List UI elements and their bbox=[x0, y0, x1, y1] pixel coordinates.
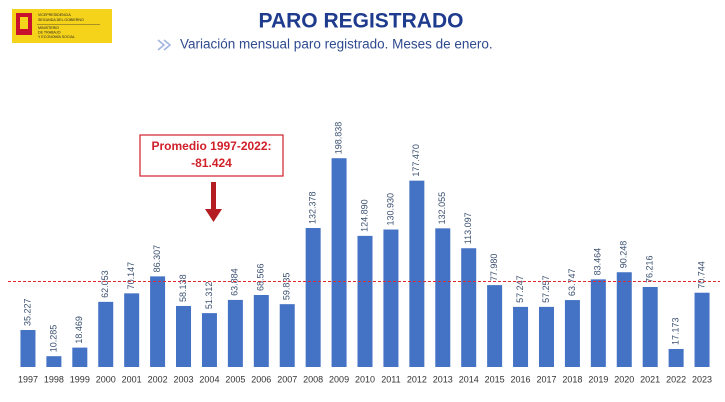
x-tick-label: 2002 bbox=[148, 374, 168, 384]
bar bbox=[357, 235, 373, 367]
bar bbox=[409, 180, 425, 367]
x-tick-label: 1998 bbox=[44, 374, 64, 384]
logo: VICEPRESIDENCIA SEGUNDA DEL GOBIERNO MIN… bbox=[12, 9, 112, 43]
value-label: 57.257 bbox=[541, 275, 551, 303]
annotation-arrow bbox=[205, 182, 222, 222]
logo-text: Y ECONOMÍA SOCIAL bbox=[38, 35, 75, 39]
x-tick-label: 2020 bbox=[614, 374, 634, 384]
x-tick-label: 2003 bbox=[174, 374, 194, 384]
annotation-text: -81.424 bbox=[191, 156, 232, 170]
value-label: 198.838 bbox=[333, 122, 343, 155]
logo-emblem-inner bbox=[20, 17, 28, 29]
value-label: 90.248 bbox=[619, 241, 629, 269]
value-label: 18.469 bbox=[74, 316, 84, 344]
x-tick-label: 2018 bbox=[562, 374, 582, 384]
bar bbox=[513, 306, 529, 367]
logo-text: SEGUNDA DEL GOBIERNO bbox=[38, 18, 84, 22]
bar bbox=[279, 304, 295, 367]
bar bbox=[564, 300, 580, 367]
bar bbox=[176, 305, 192, 367]
value-label: 57.247 bbox=[515, 275, 525, 303]
annotation-box bbox=[139, 134, 284, 177]
subtitle-chevron bbox=[157, 39, 172, 51]
value-label: 132.055 bbox=[437, 192, 447, 225]
x-tick-label: 2010 bbox=[355, 374, 375, 384]
x-tick-label: 2007 bbox=[277, 374, 297, 384]
value-label: 68.566 bbox=[256, 263, 266, 291]
value-label: 35.227 bbox=[22, 298, 32, 326]
annotation-text: Promedio 1997-2022: bbox=[151, 139, 271, 153]
bar bbox=[487, 285, 503, 367]
bar bbox=[642, 286, 658, 367]
value-label: 177.470 bbox=[411, 144, 421, 177]
x-tick-label: 2014 bbox=[459, 374, 479, 384]
x-tick-label: 2000 bbox=[96, 374, 116, 384]
bar bbox=[383, 229, 399, 367]
bar bbox=[124, 293, 140, 367]
chart-title: PARO REGISTRADO bbox=[259, 10, 464, 33]
x-tick-label: 2009 bbox=[329, 374, 349, 384]
x-tick-label: 2015 bbox=[485, 374, 505, 384]
x-tick-label: 2012 bbox=[407, 374, 427, 384]
chart-subtitle: Variación mensual paro registrado. Meses… bbox=[180, 37, 493, 52]
bar bbox=[98, 301, 114, 367]
value-label: 63.884 bbox=[230, 268, 240, 296]
value-label: 132.378 bbox=[308, 191, 318, 224]
bar bbox=[435, 228, 451, 367]
bar bbox=[616, 272, 632, 367]
bar bbox=[150, 276, 166, 367]
value-label: 70.147 bbox=[126, 262, 136, 290]
bar bbox=[590, 279, 606, 367]
logo-text: MINISTERIO bbox=[38, 26, 59, 30]
value-label: 10.285 bbox=[48, 325, 58, 353]
x-tick-label: 2004 bbox=[199, 374, 219, 384]
x-tick-label: 2006 bbox=[251, 374, 271, 384]
value-label: 113.097 bbox=[463, 212, 473, 244]
value-label: 58.138 bbox=[178, 274, 188, 302]
bar bbox=[694, 292, 710, 367]
value-label: 51.312 bbox=[204, 282, 214, 310]
x-tick-label: 2001 bbox=[122, 374, 142, 384]
value-label: 77.980 bbox=[489, 254, 499, 282]
x-tick-label: 2016 bbox=[511, 374, 531, 384]
x-tick-label: 2023 bbox=[692, 374, 712, 384]
bar bbox=[538, 306, 554, 367]
x-tick-label: 1997 bbox=[18, 374, 38, 384]
x-tick-label: 1999 bbox=[70, 374, 90, 384]
x-tick-label: 2005 bbox=[225, 374, 245, 384]
bar bbox=[201, 313, 217, 367]
logo-text: VICEPRESIDENCIA bbox=[38, 13, 71, 17]
value-label: 17.173 bbox=[670, 317, 680, 345]
x-tick-label: 2017 bbox=[536, 374, 556, 384]
bar bbox=[331, 158, 347, 367]
bar bbox=[253, 295, 269, 367]
bar bbox=[20, 330, 36, 367]
x-tick-label: 2013 bbox=[433, 374, 453, 384]
bar bbox=[305, 228, 321, 367]
value-label: 70.744 bbox=[696, 261, 706, 289]
value-label: 124.890 bbox=[359, 199, 369, 232]
value-label: 59.835 bbox=[282, 273, 292, 301]
value-label: 83.464 bbox=[593, 248, 603, 276]
x-tick-label: 2021 bbox=[640, 374, 660, 384]
bar bbox=[227, 299, 243, 367]
x-tick-label: 2022 bbox=[666, 374, 686, 384]
bar bbox=[461, 248, 477, 367]
x-tick-label: 2019 bbox=[588, 374, 608, 384]
x-tick-label: 2008 bbox=[303, 374, 323, 384]
value-label: 76.216 bbox=[645, 255, 655, 283]
value-label: 130.930 bbox=[385, 193, 395, 226]
x-tick-label: 2011 bbox=[381, 374, 400, 384]
logo-text: DE TRABAJO bbox=[38, 30, 61, 34]
bar bbox=[668, 348, 684, 367]
bar bbox=[46, 356, 62, 367]
value-label: 63.747 bbox=[567, 269, 577, 297]
value-label: 62.053 bbox=[100, 270, 110, 298]
bar bbox=[72, 347, 88, 367]
value-label: 86.307 bbox=[152, 245, 162, 273]
